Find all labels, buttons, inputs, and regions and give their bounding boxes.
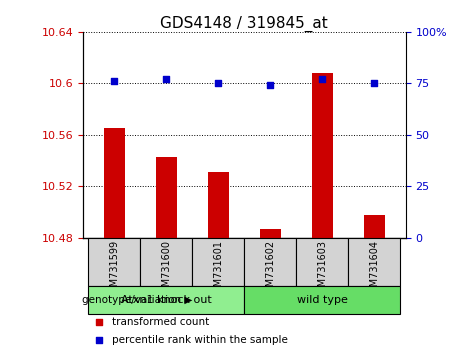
Bar [312, 73, 333, 238]
Text: GSM731601: GSM731601 [213, 240, 223, 299]
Text: GSM731602: GSM731602 [266, 240, 275, 299]
Point [319, 76, 326, 82]
Text: GSM731604: GSM731604 [369, 240, 379, 299]
Bar [260, 229, 281, 238]
Bar [104, 129, 124, 238]
Bar [192, 238, 244, 286]
Point [371, 81, 378, 86]
Text: transformed count: transformed count [112, 317, 209, 327]
Text: GSM731600: GSM731600 [161, 240, 171, 299]
Point [387, 267, 395, 273]
Point [266, 82, 274, 88]
Bar [364, 215, 385, 238]
Bar [349, 238, 401, 286]
Title: GDS4148 / 319845_at: GDS4148 / 319845_at [160, 16, 328, 32]
Text: GSM731603: GSM731603 [318, 240, 327, 299]
Bar [88, 238, 140, 286]
Text: percentile rank within the sample: percentile rank within the sample [112, 335, 288, 345]
Bar [244, 286, 401, 314]
Text: genotype/variation ▶: genotype/variation ▶ [82, 295, 192, 305]
Point [111, 79, 118, 84]
Text: GSM731599: GSM731599 [109, 240, 119, 299]
Bar [156, 157, 177, 238]
Text: wild type: wild type [297, 295, 348, 305]
Text: Atxn1 knock out: Atxn1 knock out [121, 295, 212, 305]
Bar [88, 286, 244, 314]
Point [163, 76, 170, 82]
Bar [244, 238, 296, 286]
Point [215, 81, 222, 86]
Bar [140, 238, 192, 286]
Point [387, 102, 395, 107]
Bar [208, 172, 229, 238]
Bar [296, 238, 349, 286]
